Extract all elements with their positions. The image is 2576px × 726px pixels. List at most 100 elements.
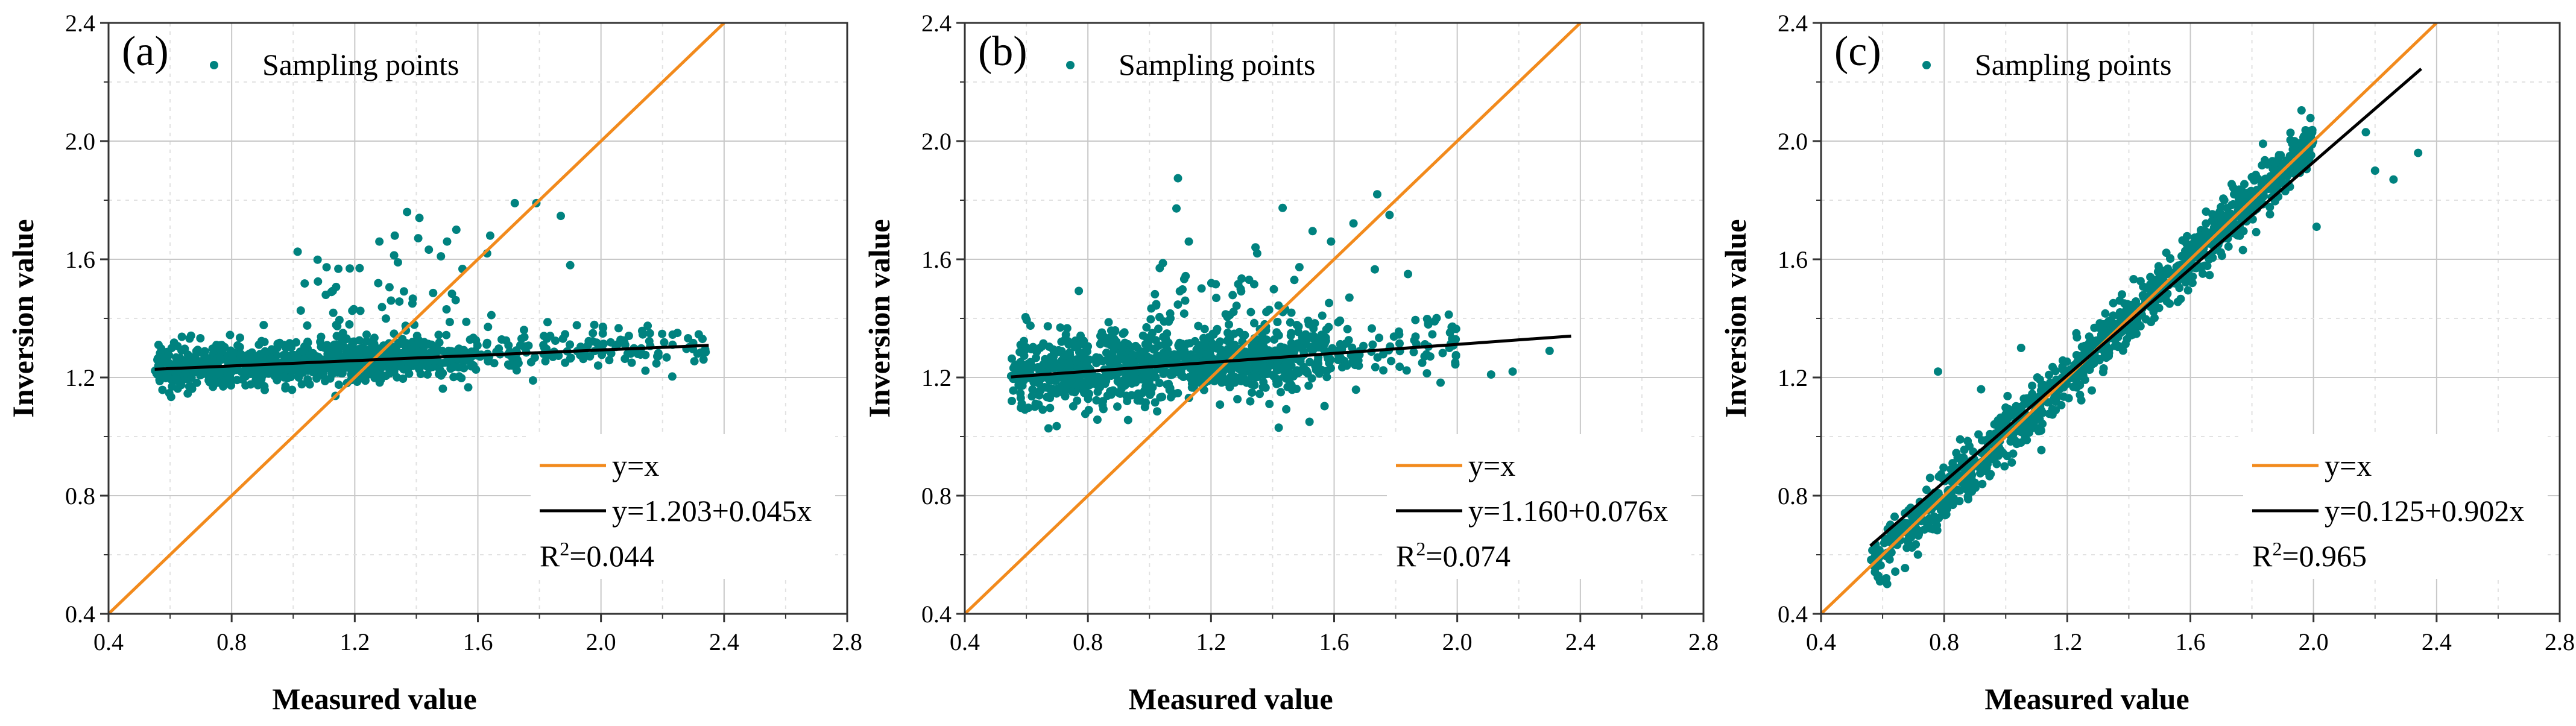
chart-panel-a: 0.4 0.8 1.2 1.6 2.0 2.4 2.80.40.81.21.62.02.4 …: [6, 10, 862, 716]
sampling-point: [1904, 535, 1913, 544]
sampling-point: [1954, 486, 1963, 495]
x-tick-label: 2.0: [586, 628, 616, 655]
sampling-point: [395, 297, 404, 306]
sampling-point: [241, 367, 250, 376]
sampling-point: [1280, 366, 1289, 375]
sampling-point: [1920, 525, 1929, 534]
sampling-point: [1387, 356, 1395, 365]
sampling-point: [1184, 237, 1193, 246]
x-tick-label: 2.4: [2422, 628, 2452, 655]
y-tick-label: 1.2: [921, 364, 952, 391]
sampling-point: [2236, 192, 2244, 201]
sampling-point: [1216, 337, 1225, 346]
sampling-point: [377, 363, 387, 372]
sampling-point: [1212, 327, 1221, 336]
sampling-point: [1152, 352, 1161, 361]
sampling-point: [236, 350, 245, 359]
sampling-point: [2035, 375, 2044, 384]
sampling-point: [2029, 419, 2038, 428]
r-squared-annotation: R2=0.074: [1396, 538, 1511, 573]
sampling-point: [1094, 357, 1103, 366]
sampling-point: [462, 317, 471, 326]
y-tick-label: 0.4: [1778, 601, 1808, 628]
x-tick-label: 0.8: [1929, 628, 1959, 655]
sampling-point: [314, 353, 323, 362]
sampling-point: [1368, 324, 1376, 333]
sampling-point: [2240, 180, 2249, 189]
sampling-point-outlier: [1274, 423, 1283, 432]
sampling-point: [2006, 437, 2015, 446]
sampling-point: [2233, 231, 2243, 240]
y-tick-label: 2.0: [65, 128, 95, 155]
sampling-point: [2051, 391, 2060, 400]
sampling-point: [1237, 274, 1246, 283]
sampling-point: [1028, 392, 1037, 401]
legend-background: [1387, 434, 1691, 579]
sampling-point: [414, 347, 423, 356]
sampling-point: [1295, 343, 1304, 352]
sampling-point: [2196, 231, 2205, 240]
sampling-point: [572, 321, 581, 330]
sampling-point: [444, 346, 453, 355]
sampling-point: [2045, 370, 2053, 379]
sampling-point: [166, 393, 175, 402]
sampling-point: [2013, 438, 2022, 447]
sampling-point: [1232, 301, 1241, 311]
sampling-point: [1274, 357, 1283, 366]
sampling-point: [1264, 346, 1273, 355]
sampling-point: [1964, 494, 1972, 503]
sampling-point: [516, 341, 525, 350]
y-tick-label: 2.4: [921, 10, 952, 37]
sampling-point: [1194, 321, 1203, 330]
sampling-point: [1113, 402, 1122, 411]
sampling-point: [1151, 398, 1160, 407]
sampling-point: [2109, 298, 2118, 308]
sampling-point: [1061, 351, 1070, 360]
sampling-point: [482, 338, 491, 347]
sampling-point: [1141, 371, 1150, 380]
x-tick-label: 2.4: [1565, 628, 1596, 655]
sampling-point: [321, 291, 330, 299]
r-squared-annotation: R2=0.965: [2252, 538, 2367, 573]
sampling-point: [1295, 263, 1304, 272]
sampling-point: [1272, 379, 1281, 388]
sampling-point: [2217, 214, 2226, 223]
sampling-point: [2306, 113, 2315, 122]
sampling-point: [414, 234, 423, 243]
sampling-point: [1201, 364, 1210, 373]
sampling-point: [1099, 397, 1108, 406]
x-tick-label: 0.4: [93, 628, 124, 655]
sampling-point: [1164, 349, 1173, 358]
y-tick-label: 0.4: [65, 601, 95, 628]
sampling-point: [2202, 219, 2211, 228]
sampling-point-outlier: [1977, 385, 1986, 394]
sampling-point: [1146, 315, 1155, 324]
sampling-point: [1341, 339, 1350, 348]
sampling-point: [1046, 394, 1055, 403]
sampling-point: [192, 347, 201, 356]
sampling-point: [1154, 324, 1163, 333]
sampling-point: [1100, 332, 1109, 341]
sampling-point: [185, 382, 194, 391]
sampling-point: [1233, 395, 1242, 403]
sampling-point: [1240, 330, 1249, 339]
x-axis-title: Measured value: [1984, 682, 2189, 716]
sampling-point-outlier: [403, 207, 412, 216]
sampling-point: [294, 371, 303, 380]
sampling-point: [1172, 204, 1181, 213]
sampling-point: [2100, 349, 2109, 358]
x-tick-label: 1.6: [1319, 628, 1350, 655]
sampling-point: [1225, 320, 1233, 329]
sampling-point: [1225, 379, 1234, 388]
sampling-point: [1204, 333, 1213, 342]
sampling-point-outlier: [1933, 367, 1942, 376]
sampling-point: [1153, 407, 1161, 416]
sampling-point: [1015, 347, 1024, 356]
sampling-point: [1282, 405, 1291, 414]
sampling-point-outlier: [1305, 417, 1314, 426]
legend-background: [2243, 434, 2548, 579]
sampling-point: [2297, 106, 2306, 115]
sampling-point: [487, 311, 496, 320]
sampling-point: [1062, 324, 1072, 333]
